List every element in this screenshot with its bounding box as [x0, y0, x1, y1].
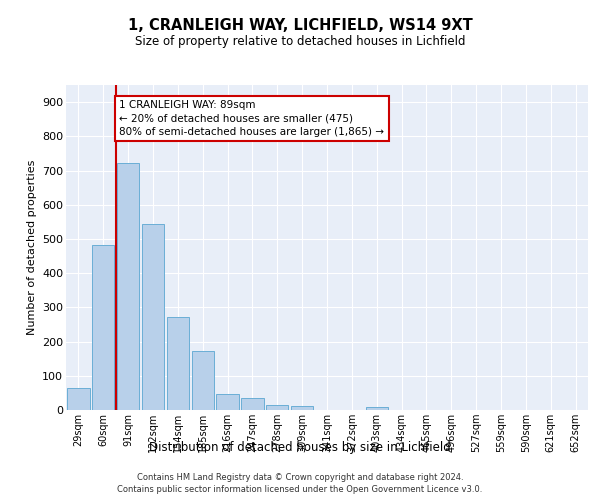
Bar [167, 317, 189, 410]
Y-axis label: Number of detached properties: Number of detached properties [26, 160, 37, 335]
Bar [142, 224, 164, 410]
Text: 1, CRANLEIGH WAY, LICHFIELD, WS14 9XT: 1, CRANLEIGH WAY, LICHFIELD, WS14 9XT [128, 18, 472, 32]
Text: Contains public sector information licensed under the Open Government Licence v3: Contains public sector information licen… [118, 486, 482, 494]
Text: Size of property relative to detached houses in Lichfield: Size of property relative to detached ho… [135, 35, 465, 48]
Bar [266, 404, 289, 410]
Text: Contains HM Land Registry data © Crown copyright and database right 2024.: Contains HM Land Registry data © Crown c… [137, 473, 463, 482]
Text: 1 CRANLEIGH WAY: 89sqm
← 20% of detached houses are smaller (475)
80% of semi-de: 1 CRANLEIGH WAY: 89sqm ← 20% of detached… [119, 100, 385, 137]
Bar [191, 351, 214, 410]
Bar [92, 245, 115, 410]
Bar [291, 406, 313, 410]
Text: Distribution of detached houses by size in Lichfield: Distribution of detached houses by size … [149, 441, 451, 454]
Bar [365, 408, 388, 410]
Bar [241, 398, 263, 410]
Bar [117, 164, 139, 410]
Bar [217, 394, 239, 410]
Bar [67, 388, 89, 410]
